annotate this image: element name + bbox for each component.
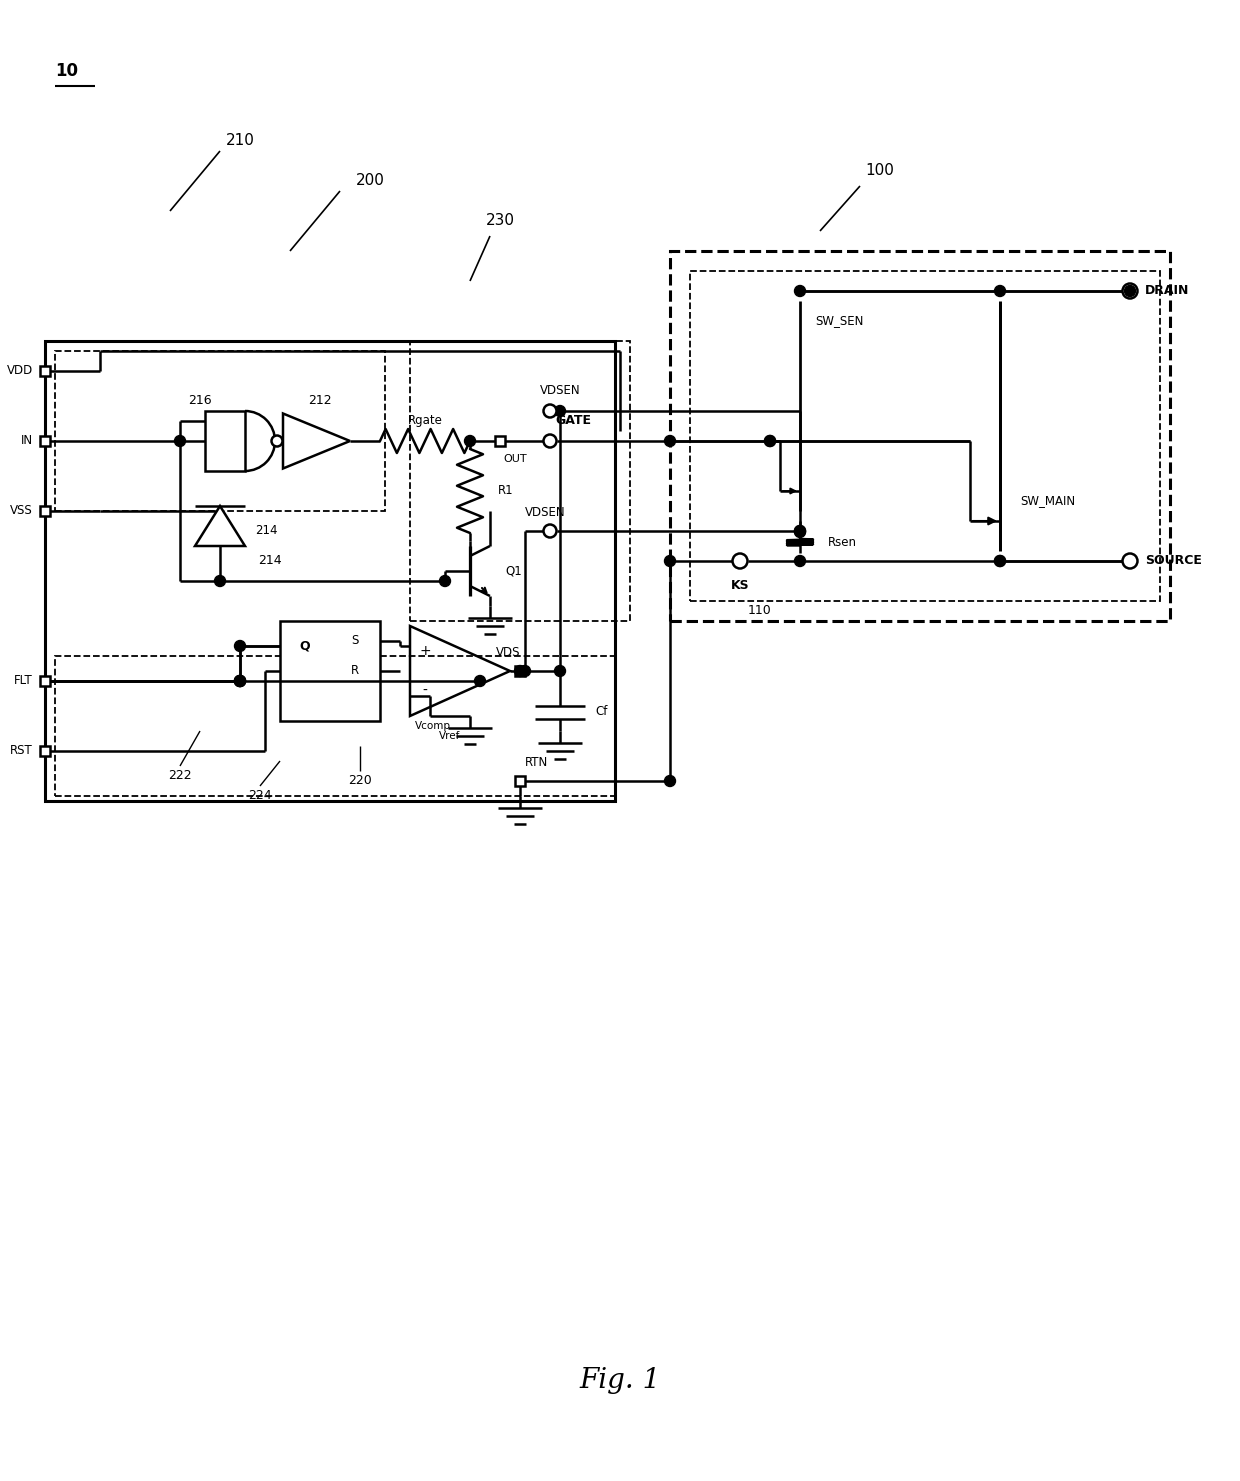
Text: 10: 10 [55, 62, 78, 80]
Circle shape [234, 640, 246, 652]
Bar [45, 341, 615, 801]
Text: KS: KS [730, 579, 749, 592]
Circle shape [543, 434, 557, 447]
Bar [495, 435, 505, 446]
Text: 200: 200 [356, 173, 384, 188]
Circle shape [272, 435, 283, 446]
Text: VSS: VSS [10, 505, 33, 517]
Circle shape [520, 665, 531, 677]
Bar [40, 366, 50, 376]
Circle shape [795, 527, 806, 538]
Circle shape [439, 576, 450, 586]
Text: Rsen: Rsen [828, 536, 857, 549]
Bar [40, 435, 50, 446]
Text: R1: R1 [498, 484, 513, 498]
Text: Q1: Q1 [505, 564, 522, 578]
Circle shape [543, 524, 557, 538]
Circle shape [234, 675, 246, 687]
Text: VDD: VDD [6, 364, 33, 378]
Text: Fig. 1: Fig. 1 [579, 1367, 661, 1395]
Text: 110: 110 [748, 604, 771, 618]
Bar [205, 412, 246, 471]
Circle shape [175, 435, 186, 446]
Circle shape [795, 286, 806, 296]
Circle shape [515, 665, 526, 677]
Text: VDS: VDS [496, 647, 521, 659]
Circle shape [665, 555, 676, 567]
Circle shape [215, 576, 226, 586]
Circle shape [665, 776, 676, 786]
Circle shape [994, 555, 1006, 567]
Polygon shape [195, 507, 246, 546]
Text: 100: 100 [866, 163, 894, 179]
Circle shape [665, 435, 676, 446]
Circle shape [1125, 286, 1136, 296]
Text: IN: IN [21, 434, 33, 447]
Text: FLT: FLT [14, 674, 33, 687]
Text: 214: 214 [255, 524, 278, 538]
Text: 220: 220 [348, 775, 372, 788]
Circle shape [795, 555, 806, 567]
Bar [670, 250, 1171, 621]
Text: VDSEN: VDSEN [525, 507, 565, 520]
Text: RST: RST [10, 745, 33, 757]
Text: R: R [351, 665, 360, 677]
Circle shape [795, 526, 806, 536]
Circle shape [234, 675, 246, 687]
Circle shape [765, 435, 775, 446]
Bar [40, 507, 50, 515]
Circle shape [765, 435, 775, 446]
Bar [689, 271, 1159, 601]
Text: 224: 224 [248, 789, 272, 803]
Bar [410, 341, 630, 621]
Text: -: - [423, 684, 428, 698]
Circle shape [234, 675, 246, 687]
Bar [55, 656, 615, 795]
Circle shape [234, 675, 246, 687]
Text: 216: 216 [188, 394, 212, 407]
Bar [515, 776, 525, 786]
Text: 212: 212 [309, 394, 332, 407]
Text: Rgate: Rgate [408, 415, 443, 428]
Text: 222: 222 [169, 770, 192, 782]
Text: Cf: Cf [595, 705, 608, 718]
Bar [280, 621, 379, 721]
Text: 214: 214 [258, 554, 281, 567]
Text: Vref: Vref [439, 732, 461, 740]
Text: DRAIN: DRAIN [1145, 284, 1189, 298]
Text: Q: Q [300, 640, 310, 653]
Circle shape [994, 286, 1006, 296]
Text: SOURCE: SOURCE [1145, 554, 1202, 567]
Text: VDSEN: VDSEN [539, 385, 580, 397]
Bar [515, 666, 525, 675]
Text: RTN: RTN [525, 757, 548, 770]
Circle shape [1122, 554, 1137, 569]
Text: SW_SEN: SW_SEN [815, 314, 863, 327]
Circle shape [994, 555, 1006, 567]
Bar [55, 351, 384, 511]
Text: +: + [419, 644, 430, 658]
Circle shape [1122, 283, 1137, 299]
Circle shape [465, 435, 475, 446]
Circle shape [543, 404, 557, 418]
Circle shape [554, 665, 565, 677]
Text: GATE: GATE [556, 415, 591, 428]
Circle shape [733, 554, 748, 569]
Bar [40, 675, 50, 686]
Text: OUT: OUT [503, 455, 527, 464]
Text: Vcomp: Vcomp [415, 721, 451, 732]
Text: SW_MAIN: SW_MAIN [1021, 495, 1075, 508]
Text: S: S [351, 634, 358, 647]
Circle shape [475, 675, 486, 687]
Bar [40, 746, 50, 755]
Circle shape [554, 406, 565, 416]
Text: 230: 230 [486, 213, 515, 228]
Text: 210: 210 [226, 133, 254, 148]
Circle shape [795, 526, 806, 536]
